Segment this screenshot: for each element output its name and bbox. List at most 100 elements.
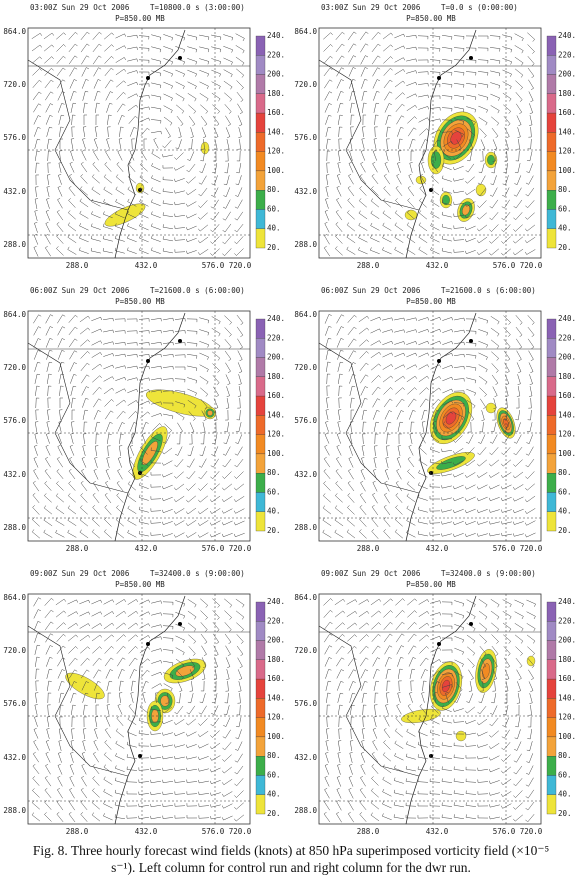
wind-barb: [162, 224, 173, 230]
wind-barb: [503, 338, 511, 349]
colorbar-label: 220.: [267, 50, 285, 59]
wind-barb: [185, 731, 197, 737]
wind-barb: [43, 529, 53, 538]
wind-barb: [323, 44, 333, 52]
wind-barb: [47, 704, 51, 716]
wind-barb: [453, 802, 464, 807]
wind-barb: [465, 731, 476, 736]
wind-barb: [430, 717, 440, 725]
wind-barb: [323, 245, 331, 257]
wind-barb: [173, 496, 185, 503]
wind-barb: [92, 505, 100, 515]
wind-barb: [127, 46, 138, 50]
wind-barb: [513, 508, 524, 514]
wind-barb: [44, 67, 54, 76]
colorbar-label: 160.: [267, 674, 285, 683]
wind-barb: [418, 222, 428, 232]
plot-frame: [27, 310, 251, 542]
wind-barb: [336, 55, 345, 65]
colorbar-label: 200.: [267, 353, 285, 362]
wind-barb: [347, 326, 357, 336]
wind-barb: [418, 340, 429, 346]
wind-barb: [174, 178, 185, 182]
colorbar-label: 140.: [558, 693, 576, 702]
wind-barb: [501, 509, 512, 513]
wind-barb: [374, 126, 378, 138]
wind-barb: [441, 601, 453, 606]
wind-barb: [83, 114, 87, 126]
y-tick-label: 432.0: [294, 753, 317, 762]
wind-barb: [46, 728, 50, 739]
wind-barb: [418, 457, 428, 466]
colorbar-label: 100.: [267, 166, 285, 175]
wind-barb: [453, 533, 464, 538]
wind-barb: [58, 114, 65, 125]
wind-barb: [359, 517, 367, 527]
wind-barb: [361, 78, 368, 89]
wind-barb: [348, 775, 354, 787]
city-marker: [437, 76, 441, 80]
wind-barb: [117, 703, 123, 715]
vorticity-contour: [462, 204, 470, 216]
wind-barb: [68, 43, 78, 53]
wind-barb: [489, 212, 499, 221]
wind-barb: [213, 398, 219, 410]
wind-barb: [116, 80, 126, 88]
x-tick-label: 288.0: [66, 827, 89, 836]
colorbar-bin: [255, 698, 266, 718]
wind-barb: [127, 716, 137, 726]
wind-barb: [395, 610, 405, 618]
wind-barb: [358, 622, 369, 630]
wind-barb: [91, 340, 103, 346]
wind-barb: [45, 763, 51, 775]
wind-barb: [214, 139, 218, 150]
wind-barb: [33, 115, 41, 125]
wind-barb: [441, 742, 452, 747]
x-tick-label: 576.0: [202, 544, 225, 553]
wind-barb: [453, 719, 465, 723]
wind-barb: [360, 468, 366, 480]
wind-barb: [373, 680, 379, 691]
wind-barb: [382, 32, 393, 40]
wind-barb: [213, 633, 220, 645]
colorbar-bin: [255, 93, 266, 114]
wind-barb: [326, 385, 330, 397]
wind-barb: [489, 521, 500, 525]
wind-barb: [35, 174, 39, 186]
wind-barb: [128, 115, 138, 124]
wind-barb: [56, 812, 64, 823]
wind-barb: [70, 90, 77, 101]
wind-barb: [417, 59, 429, 63]
wind-barb: [93, 669, 102, 679]
wind-barb: [214, 657, 218, 668]
wind-barb: [79, 327, 90, 335]
wind-barb: [81, 67, 90, 77]
colorbar-bin: [546, 756, 557, 776]
wind-barb: [162, 791, 173, 795]
wind-barb: [210, 816, 221, 820]
wind-barb: [209, 532, 221, 538]
wind-barb: [33, 103, 42, 113]
wind-barb: [442, 684, 453, 688]
wind-barb: [359, 800, 367, 811]
wind-barb: [186, 767, 197, 772]
wind-barb: [325, 126, 332, 137]
wind-barb: [325, 668, 332, 679]
wind-barb: [502, 599, 512, 608]
wind-barb: [94, 90, 101, 101]
wind-barb: [224, 622, 232, 632]
wind-barb: [139, 365, 150, 370]
wind-barb: [478, 375, 488, 385]
colorbar-bin: [546, 511, 557, 532]
wind-barb: [91, 812, 101, 822]
wind-barb: [175, 34, 186, 41]
wind-barb: [212, 598, 220, 608]
wind-barb: [407, 610, 417, 618]
wind-barb: [322, 529, 332, 538]
wind-barb: [33, 727, 39, 739]
wind-barb: [79, 315, 91, 323]
wind-barb: [187, 599, 197, 608]
wind-barb: [382, 752, 392, 762]
wind-barb: [94, 692, 100, 703]
city-marker: [429, 188, 433, 192]
